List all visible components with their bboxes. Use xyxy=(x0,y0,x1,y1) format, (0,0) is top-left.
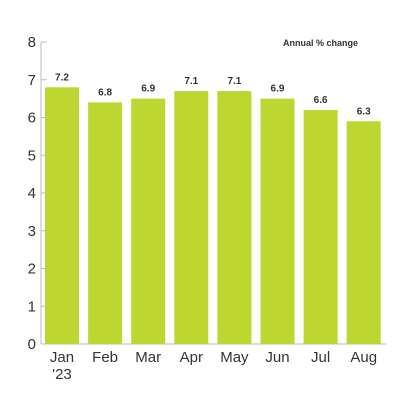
bar-data-label: 6.3 xyxy=(357,106,371,117)
bar-data-label: 7.2 xyxy=(55,72,69,83)
y-tick-label: 6 xyxy=(28,110,36,127)
x-tick-label: Mar xyxy=(135,349,161,366)
chart-annotation: Annual % change xyxy=(283,38,358,48)
y-tick-label: 8 xyxy=(28,34,36,51)
bar xyxy=(303,109,338,344)
y-tick-label: 7 xyxy=(28,72,36,89)
bar xyxy=(174,91,209,344)
y-tick-label: 1 xyxy=(28,298,36,315)
bar xyxy=(88,102,123,345)
y-tick-label: 5 xyxy=(28,147,36,164)
data-labels: 7.2 6.8 6.9 7.1 7.1 6.9 6.6 6.3 xyxy=(55,72,371,117)
y-axis-ticks: 0 1 2 3 4 5 6 7 8 xyxy=(28,34,47,353)
x-tick-label: Jan xyxy=(50,349,74,366)
bar-data-label: 6.9 xyxy=(271,84,285,95)
x-tick-label: Jul xyxy=(311,349,330,366)
x-tick-label: May xyxy=(220,349,249,366)
bar xyxy=(260,98,295,344)
bar xyxy=(346,121,381,345)
y-tick-label: 4 xyxy=(28,185,36,202)
x-tick-label: '23 xyxy=(52,366,72,383)
bar xyxy=(131,98,166,344)
x-tick-label: Jun xyxy=(265,349,289,366)
y-tick-label: 2 xyxy=(28,261,36,278)
x-tick-label: Apr xyxy=(180,349,203,366)
bar-data-label: 7.1 xyxy=(184,76,198,87)
x-tick-label: Aug xyxy=(350,349,377,366)
bar-data-label: 7.1 xyxy=(227,76,241,87)
y-tick-label: 3 xyxy=(28,223,36,240)
bar xyxy=(217,91,252,344)
x-tick-label: Feb xyxy=(92,349,118,366)
bars xyxy=(45,87,381,345)
x-axis-labels: Jan'23 Feb Mar Apr May Jun Jul Aug xyxy=(50,349,377,383)
bar-data-label: 6.9 xyxy=(141,84,155,95)
bar xyxy=(45,87,79,345)
bar-data-label: 6.6 xyxy=(314,95,328,106)
bar-data-label: 6.8 xyxy=(98,87,112,98)
y-tick-label: 0 xyxy=(28,336,36,353)
